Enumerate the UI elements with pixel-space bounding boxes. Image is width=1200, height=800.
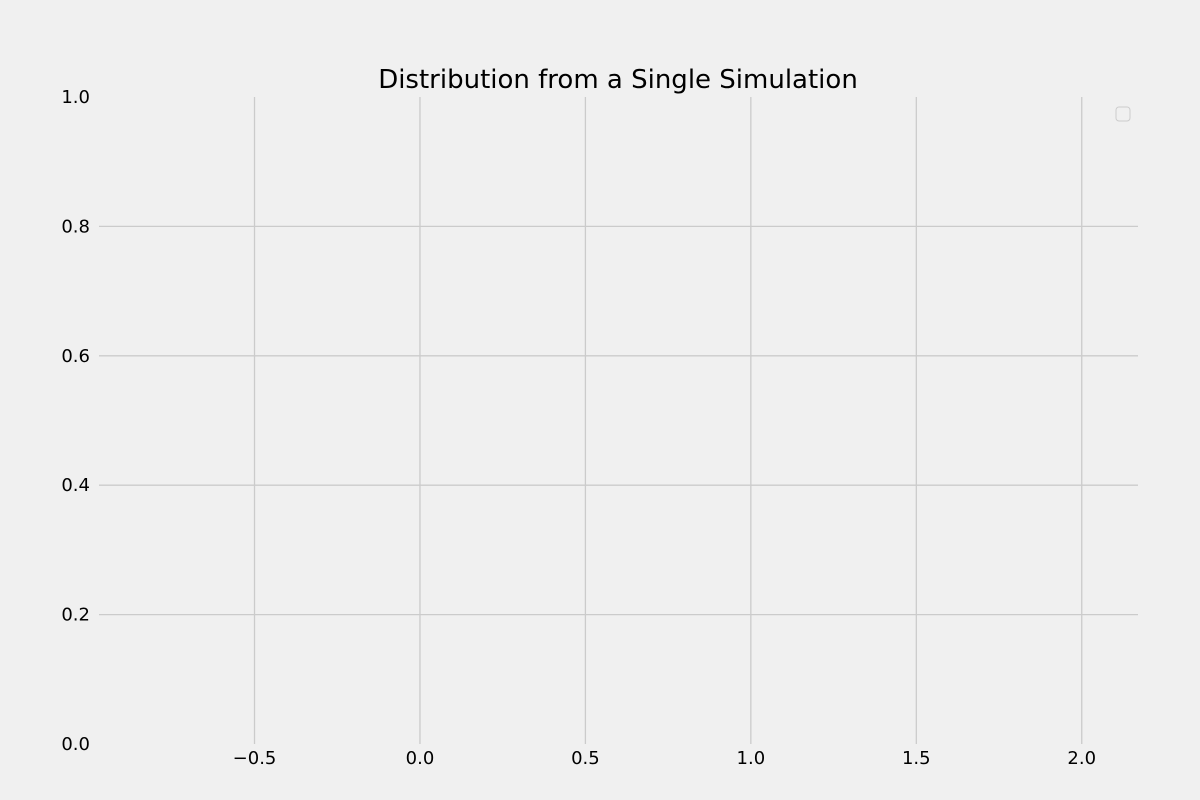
y-tick-label: 0.2 [61,605,90,626]
x-tick-labels: −0.5 0.0 0.5 1.0 1.5 2.0 [233,748,1096,769]
x-tick-label: −0.5 [233,748,277,769]
y-tick-label: 0.0 [61,734,90,755]
y-tick-label: 0.8 [61,216,90,237]
x-tick-label: 1.5 [902,748,931,769]
x-tick-label: 2.0 [1067,748,1096,769]
chart-title: Distribution from a Single Simulation [378,65,858,95]
x-tick-label: 1.0 [737,748,766,769]
y-tick-label: 0.6 [61,346,90,367]
legend-box [1115,106,1131,122]
x-tick-label: 0.5 [571,748,600,769]
x-gridlines [253,97,1083,744]
y-tick-label: 1.0 [61,87,90,108]
y-gridlines [99,225,1138,616]
y-tick-label: 0.4 [61,475,90,496]
x-tick-label: 0.0 [406,748,435,769]
y-tick-labels: 0.0 0.2 0.4 0.6 0.8 1.0 [61,87,90,755]
